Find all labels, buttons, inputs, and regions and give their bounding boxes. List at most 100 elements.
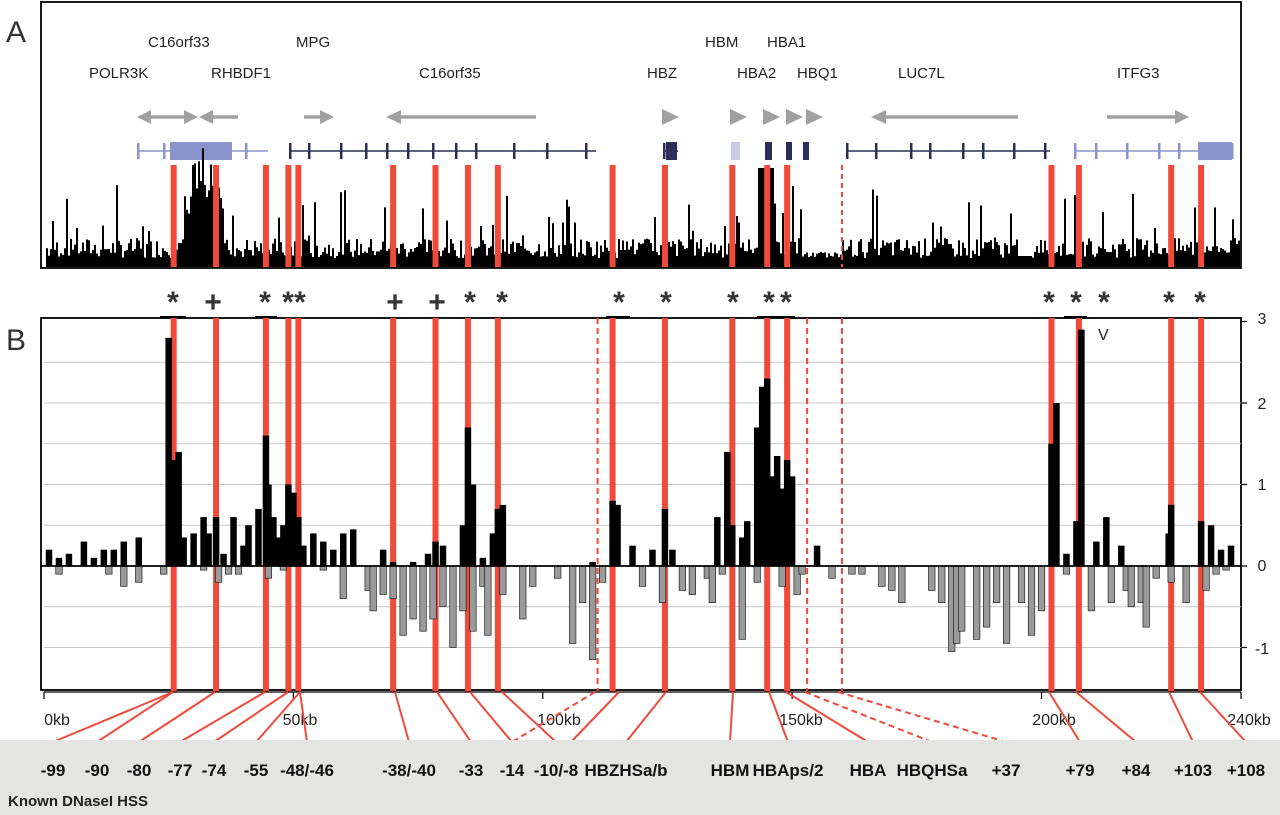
bar-positive: [1103, 517, 1110, 566]
gene-exon: [786, 143, 789, 159]
track-bar: [334, 257, 336, 267]
gene-exon: [386, 143, 389, 159]
gene-exon: [1231, 143, 1234, 159]
track-bar: [376, 251, 378, 267]
track-bar: [284, 255, 286, 267]
bar-positive: [669, 549, 676, 566]
bar-positive: [739, 537, 746, 566]
gene-exon: [765, 143, 768, 159]
track-bar: [328, 244, 330, 267]
track-bar: [970, 257, 972, 267]
bar-negative: [449, 565, 457, 648]
track-bar: [702, 256, 704, 267]
hss-connector: [804, 691, 933, 743]
track-bar: [1028, 256, 1030, 267]
track-bar: [1164, 247, 1166, 267]
track-bar: [1224, 250, 1226, 267]
hss-connector: [570, 691, 620, 743]
arrow-icon: [386, 110, 536, 124]
track-highlight: [285, 165, 292, 267]
bar-negative: [135, 565, 143, 583]
track-bar: [440, 256, 442, 267]
bar-positive: [295, 517, 302, 566]
track-bar: [854, 254, 856, 267]
track-bar: [978, 255, 980, 267]
track-bar: [108, 248, 110, 267]
track-bar: [1228, 252, 1230, 267]
track-bar: [450, 239, 452, 267]
track-bar: [226, 239, 228, 267]
track-bar: [142, 226, 144, 267]
track-bar: [1084, 256, 1086, 267]
bar-positive: [285, 484, 292, 566]
track-bar: [592, 256, 594, 267]
bar-positive: [743, 521, 751, 566]
track-bar: [510, 243, 512, 267]
hss-label: HBM: [711, 761, 750, 780]
track-bar: [148, 231, 150, 267]
hss-mark: +: [386, 286, 404, 319]
hss-connector: [1048, 691, 1081, 743]
hss-connector: [436, 691, 472, 743]
track-bar: [1134, 256, 1136, 267]
track-bar: [716, 253, 718, 267]
bar-positive: [100, 549, 108, 566]
track-bar: [898, 239, 900, 267]
arrow-icon: [662, 109, 679, 125]
hss-highlight: [295, 318, 302, 692]
track-bar: [818, 252, 820, 267]
track-bar: [304, 239, 306, 267]
bar-positive: [1048, 443, 1055, 566]
track-bar: [844, 250, 846, 267]
bar-negative: [1152, 565, 1160, 579]
track-bar: [120, 245, 122, 267]
track-bar: [966, 255, 968, 267]
track-bar: [708, 252, 710, 267]
track-bar: [660, 245, 662, 267]
track-bar: [692, 230, 694, 267]
panel-b-frame: [40, 317, 1242, 691]
bar-negative: [738, 565, 746, 640]
track-bar: [490, 246, 492, 267]
track-bar: [430, 240, 432, 267]
bar-positive: [629, 545, 636, 566]
track-bar: [870, 238, 872, 267]
track-bar: [986, 242, 988, 267]
bar-positive: [1118, 545, 1125, 566]
track-bar: [1190, 241, 1192, 267]
bar-negative: [369, 565, 377, 612]
track-bar: [822, 252, 824, 267]
track-bar: [550, 247, 552, 267]
hss-mark: *: [496, 286, 508, 319]
x-tick-label: 100kb: [537, 712, 581, 729]
track-bar: [828, 253, 830, 267]
hss-connector: [768, 691, 789, 743]
track-bar: [340, 192, 342, 267]
track-bar: [160, 256, 162, 267]
arrow-icon: [730, 109, 747, 125]
bar-positive: [175, 451, 182, 566]
track-bar: [1120, 244, 1122, 267]
track-bar: [454, 250, 456, 267]
track-bar: [1088, 238, 1090, 267]
track-bar: [548, 216, 550, 267]
track-bar: [806, 252, 808, 267]
gene-label: HBQ1: [797, 65, 838, 82]
hss-label: +37: [992, 761, 1021, 780]
gene-label: HBA2: [737, 65, 776, 82]
bar-positive: [489, 533, 497, 566]
track-bar: [184, 196, 186, 267]
footer-caption: Known DNaseI HSS: [8, 793, 148, 810]
track-bar: [106, 249, 108, 267]
track-bar: [906, 240, 908, 267]
track-bar: [118, 240, 120, 267]
track-bar: [316, 245, 318, 267]
track-bar: [260, 243, 262, 267]
track-bar: [1104, 249, 1106, 267]
gene-exon: [846, 143, 849, 159]
track-bar: [994, 237, 996, 267]
track-bar: [790, 241, 792, 267]
track-bar: [448, 253, 450, 267]
gene-exon: [666, 142, 677, 160]
track-bar: [424, 239, 426, 267]
